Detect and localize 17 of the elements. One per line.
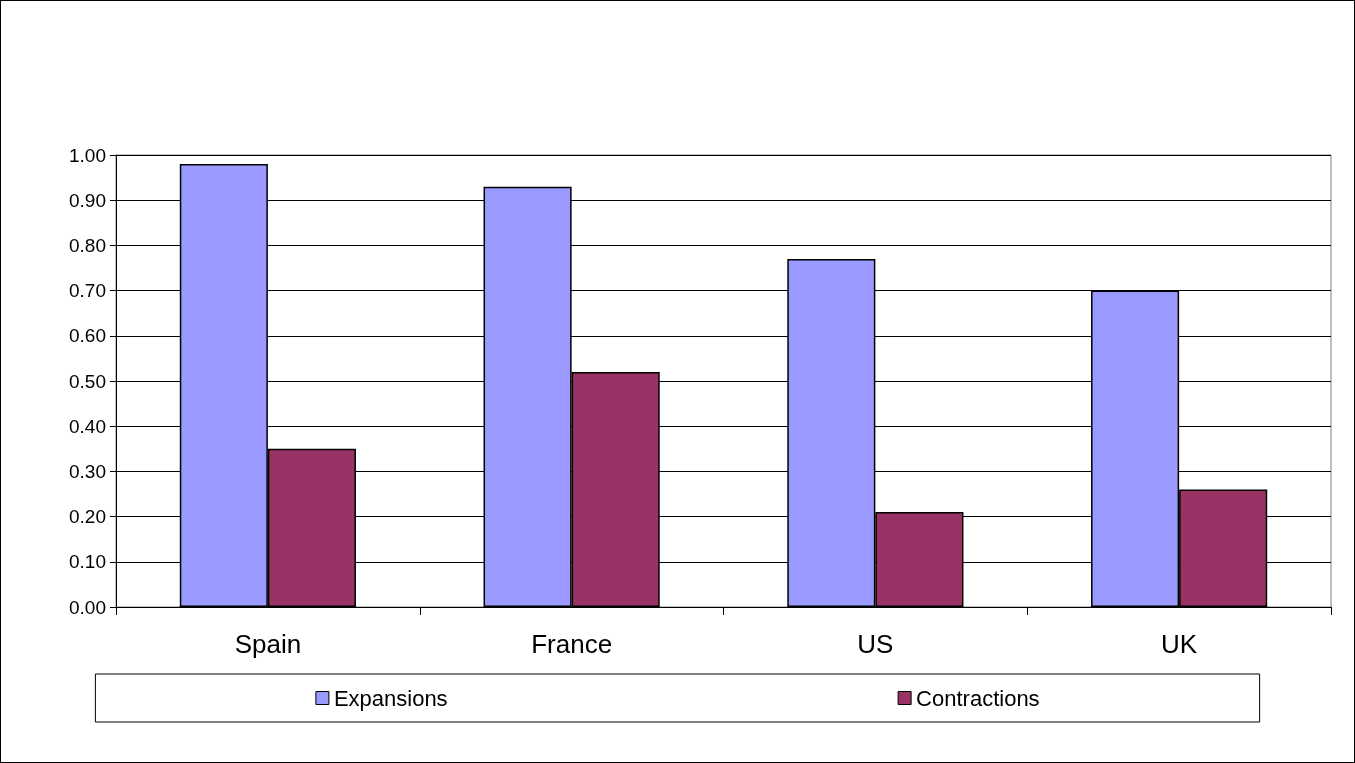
y-tick-label: 1.00 <box>69 144 106 166</box>
y-tick-label: 0.10 <box>69 551 106 573</box>
y-tick-label: 0.20 <box>69 506 106 528</box>
y-tick-label: 0.00 <box>69 596 106 618</box>
legend-label: Contractions <box>916 685 1040 711</box>
y-tick-label: 0.70 <box>69 280 106 302</box>
x-tick-label: Spain <box>234 629 302 659</box>
y-tick-label: 0.90 <box>69 189 106 211</box>
y-tick-label: 0.60 <box>69 325 106 347</box>
x-tick-label: US <box>857 629 894 659</box>
x-tick-label: France <box>531 629 613 659</box>
x-tick-label: UK <box>1161 629 1198 659</box>
y-tick-label: 0.50 <box>69 370 106 392</box>
y-tick-label: 0.30 <box>69 460 106 482</box>
y-tick-label: 0.80 <box>69 234 106 256</box>
y-tick-label: 0.40 <box>69 415 106 437</box>
legend-label: Expansions <box>333 685 448 711</box>
